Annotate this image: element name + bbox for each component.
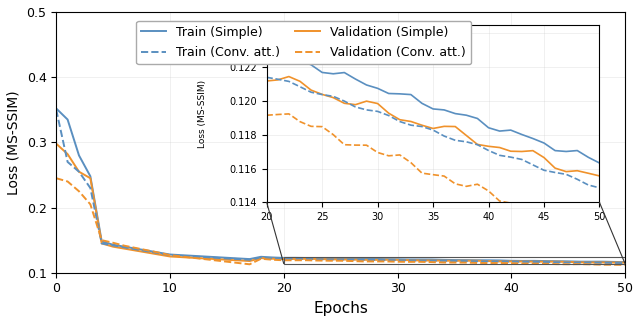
X-axis label: Epochs: Epochs: [313, 301, 368, 316]
Train (Conv. att.): [234, 257, 242, 261]
Validation (Conv. att.): [621, 263, 629, 267]
Validation (Conv. att.): [234, 261, 242, 265]
Train (Simple): [223, 256, 230, 260]
Train (Conv. att.): [428, 259, 435, 263]
Validation (Conv. att.): [428, 260, 435, 264]
Line: Validation (Conv. att.): Validation (Conv. att.): [56, 178, 625, 265]
Line: Train (Simple): Train (Simple): [56, 109, 625, 262]
Train (Simple): [177, 253, 185, 257]
Train (Simple): [610, 260, 618, 264]
Train (Simple): [52, 107, 60, 110]
Validation (Simple): [610, 261, 618, 265]
Train (Conv. att.): [52, 108, 60, 112]
Validation (Simple): [223, 258, 230, 262]
Validation (Conv. att.): [52, 176, 60, 180]
Validation (Conv. att.): [610, 263, 618, 267]
Validation (Simple): [462, 259, 470, 263]
Train (Conv. att.): [177, 254, 185, 258]
Validation (Simple): [52, 142, 60, 146]
Validation (Conv. att.): [223, 260, 230, 264]
Validation (Conv. att.): [177, 255, 185, 258]
Line: Validation (Simple): Validation (Simple): [56, 144, 625, 263]
Validation (Conv. att.): [462, 261, 470, 265]
Validation (Simple): [428, 259, 435, 263]
Train (Conv. att.): [223, 256, 230, 260]
Train (Simple): [428, 257, 435, 261]
Train (Simple): [234, 256, 242, 260]
Train (Conv. att.): [621, 261, 629, 265]
Train (Simple): [621, 260, 629, 264]
Validation (Simple): [177, 255, 185, 259]
Train (Simple): [462, 258, 470, 262]
Train (Conv. att.): [462, 259, 470, 263]
Validation (Simple): [234, 258, 242, 262]
Validation (Simple): [621, 261, 629, 265]
Legend: Train (Simple), Train (Conv. att.), Validation (Simple), Validation (Conv. att.): Train (Simple), Train (Conv. att.), Vali…: [136, 21, 471, 64]
Y-axis label: Loss (MS-SSIM): Loss (MS-SSIM): [7, 90, 21, 195]
Line: Train (Conv. att.): Train (Conv. att.): [56, 110, 625, 263]
Bar: [284, 257, 625, 264]
Train (Conv. att.): [610, 261, 618, 265]
